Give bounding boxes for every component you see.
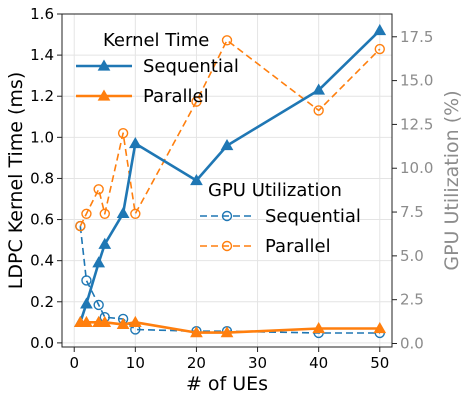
data-point xyxy=(117,127,129,139)
legend-swatch-marker xyxy=(221,210,233,222)
data-point xyxy=(221,35,233,46)
y2-tick-label: 0.0 xyxy=(400,334,424,352)
y-tick-label: 1.4 xyxy=(30,46,54,64)
x-tick-label: 10 xyxy=(126,354,145,372)
x-tick-label: 20 xyxy=(187,354,206,372)
y-tick-label: 0.6 xyxy=(30,211,54,229)
y-tick-label: 0.0 xyxy=(30,334,54,352)
data-point xyxy=(75,220,86,232)
data-point xyxy=(191,96,202,107)
data-point xyxy=(128,315,142,327)
y2-axis-label: GPU Utilization (%) xyxy=(441,90,463,270)
x-tick-label: 0 xyxy=(69,354,79,372)
legend-entry-label: Parallel xyxy=(143,86,209,107)
data-point xyxy=(98,315,112,327)
legend-swatch-marker xyxy=(221,240,233,252)
y2-tick-label: 7.5 xyxy=(400,203,424,221)
data-point xyxy=(81,275,92,286)
data-point xyxy=(373,23,387,36)
y-tick-label: 1.2 xyxy=(30,87,54,105)
legend-swatch-marker xyxy=(97,89,111,101)
series xyxy=(73,23,387,339)
y-tick-label: 1.0 xyxy=(30,128,54,146)
series-line xyxy=(79,29,381,323)
data-point xyxy=(373,321,387,334)
data-point xyxy=(80,297,93,309)
data-point xyxy=(128,136,142,149)
axes: 0 10 20 30 40 50 0.0 0.2 0.4 0.6 0.8 1.0 1.2 1.4 1.6 0.… xyxy=(30,5,433,372)
y2-tick-label: 17.5 xyxy=(400,28,433,46)
data-point xyxy=(130,208,141,220)
legend-entry-label: Sequential xyxy=(265,206,361,227)
data-point xyxy=(92,256,106,268)
data-point xyxy=(116,206,130,219)
y-tick-label: 0.8 xyxy=(30,169,54,187)
data-point xyxy=(116,317,130,330)
legend-title: Kernel Time xyxy=(103,30,209,51)
legend-kernel-time: Kernel Time Sequential Parallel xyxy=(76,30,239,107)
x-tick-label: 50 xyxy=(370,354,389,372)
y-tick-label: 1.6 xyxy=(30,5,54,23)
y-tick-label: 0.4 xyxy=(30,252,54,270)
series-kernel-time-parallel xyxy=(73,315,387,338)
x-tick-label: 30 xyxy=(248,354,267,372)
y-axis-label: LDPC Kernel Time (ms) xyxy=(5,72,27,289)
data-point xyxy=(99,208,110,220)
y2-tick-label: 12.5 xyxy=(400,115,433,133)
data-point xyxy=(220,326,234,338)
y-tick-label: 0.2 xyxy=(30,293,54,311)
data-point xyxy=(220,139,234,151)
data-point xyxy=(81,208,92,220)
x-tick-label: 40 xyxy=(309,354,328,372)
series-kernel-time-sequential xyxy=(73,23,387,327)
legend-gpu-utilization: GPU Utilization Sequential Parallel xyxy=(200,180,361,257)
grid xyxy=(62,13,392,347)
data-point xyxy=(312,83,326,95)
data-point xyxy=(312,321,326,334)
y2-tick-label: 10.0 xyxy=(400,159,433,177)
plot-frame xyxy=(61,13,393,348)
legend-swatch-marker xyxy=(97,59,111,71)
y2-tick-label: 5.0 xyxy=(400,247,424,265)
data-point xyxy=(98,237,112,249)
data-point xyxy=(313,105,324,116)
x-axis-label: # of UEs xyxy=(186,373,268,395)
data-point xyxy=(93,299,104,311)
data-point xyxy=(374,43,385,55)
data-point xyxy=(190,326,203,338)
legend-entry-label: Sequential xyxy=(143,56,239,77)
data-point xyxy=(190,173,203,186)
legend-title: GPU Utilization xyxy=(208,180,342,201)
y2-tick-label: 2.5 xyxy=(400,291,424,309)
data-point xyxy=(80,315,93,327)
legend-entry-label: Parallel xyxy=(265,236,331,257)
y2-tick-label: 15.0 xyxy=(400,72,433,90)
series-line xyxy=(80,320,380,334)
data-point xyxy=(93,184,104,195)
